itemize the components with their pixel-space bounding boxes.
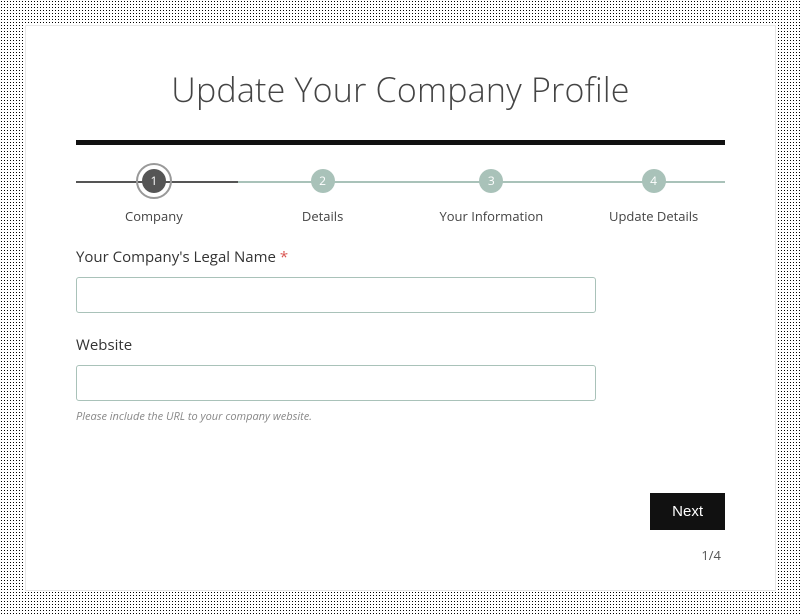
company-name-label: Your Company's Legal Name *	[76, 247, 725, 267]
field-website: Website Please include the URL to your c…	[76, 335, 725, 424]
step-details[interactable]: 2 Details	[253, 169, 393, 225]
step-num-1: 1	[150, 172, 157, 189]
website-hint: Please include the URL to your company w…	[76, 409, 725, 424]
step-num-2: 2	[319, 172, 326, 189]
step-dot-2: 2	[311, 169, 335, 193]
step-your-information[interactable]: 3 Your Information	[421, 169, 561, 225]
step-dot-4: 4	[642, 169, 666, 193]
step-update-details[interactable]: 4 Update Details	[584, 169, 724, 225]
step-num-4: 4	[650, 172, 657, 189]
company-name-input[interactable]	[76, 277, 596, 313]
actions-bar: Next	[650, 493, 725, 530]
step-label-4: Update Details	[584, 207, 724, 225]
step-num-3: 3	[488, 172, 495, 189]
field-company-name: Your Company's Legal Name *	[76, 247, 725, 313]
website-input[interactable]	[76, 365, 596, 401]
step-label-2: Details	[253, 207, 393, 225]
stepper: 1 Company 2 Details 3 Your Information 4…	[76, 169, 725, 225]
progress-top-bar	[76, 140, 725, 145]
page-title: Update Your Company Profile	[76, 66, 725, 112]
step-label-1: Company	[84, 207, 224, 225]
website-label: Website	[76, 335, 725, 355]
company-name-label-text: Your Company's Legal Name	[76, 247, 276, 267]
step-company[interactable]: 1 Company	[84, 169, 224, 225]
step-label-3: Your Information	[421, 207, 561, 225]
form-card: Update Your Company Profile 1 Company 2 …	[25, 25, 776, 591]
next-button[interactable]: Next	[650, 493, 725, 530]
required-mark: *	[280, 247, 288, 267]
step-dot-3: 3	[479, 169, 503, 193]
page-counter: 1/4	[701, 546, 721, 564]
step-dot-1: 1	[142, 169, 166, 193]
